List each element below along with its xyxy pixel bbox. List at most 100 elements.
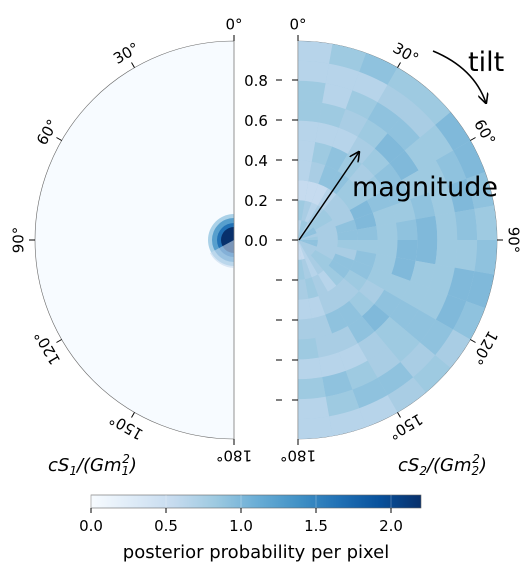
left-spin-disk xyxy=(34,40,235,440)
density-cell xyxy=(418,287,448,320)
density-cell xyxy=(298,416,333,439)
density-cell xyxy=(337,300,362,327)
radial-tick-label: 0.2 xyxy=(244,192,268,210)
density-cell xyxy=(298,180,309,201)
density-cell xyxy=(349,163,375,189)
density-cell xyxy=(298,160,312,182)
density-cell xyxy=(453,140,485,179)
annotations: tilt magnitude xyxy=(298,47,504,241)
density-cell xyxy=(374,163,402,191)
density-cell xyxy=(474,205,497,240)
density-cell xyxy=(410,192,436,220)
density-cell xyxy=(400,102,436,138)
density-cell xyxy=(453,301,485,340)
density-cell xyxy=(343,269,367,292)
density-cell xyxy=(298,240,318,247)
density-cell xyxy=(466,171,494,209)
density-cell xyxy=(357,331,388,361)
density-cell xyxy=(298,41,333,64)
right-angle-tick xyxy=(397,62,401,68)
density-cell xyxy=(298,230,317,240)
right-angle-label-90: 90° xyxy=(505,227,523,254)
density-cell xyxy=(311,183,328,206)
density-cell xyxy=(466,271,494,309)
density-cell xyxy=(315,122,339,147)
right-angle-label-0: 0° xyxy=(289,16,306,34)
density-cell xyxy=(377,361,414,396)
density-cell xyxy=(310,209,329,228)
density-cell xyxy=(357,119,388,149)
density-cell xyxy=(419,319,454,356)
density-cell xyxy=(343,188,367,211)
angle-ticks xyxy=(29,35,503,445)
density-cell xyxy=(298,377,326,400)
density-cell xyxy=(361,303,390,332)
density-cell xyxy=(372,253,396,275)
density-cell xyxy=(301,258,312,280)
density-cell xyxy=(395,219,418,240)
density-cell xyxy=(298,240,316,253)
density-cell xyxy=(315,246,336,260)
right-angle-label-30: 30° xyxy=(390,39,422,68)
left-angle-label-90: 90° xyxy=(10,227,28,254)
density-cell xyxy=(413,87,451,125)
density-cell xyxy=(391,257,416,281)
right-angle-label-180: 180° xyxy=(280,447,316,465)
density-cell xyxy=(447,178,475,213)
density-cell xyxy=(298,220,302,240)
density-cell xyxy=(387,67,426,103)
density-cell xyxy=(308,296,326,319)
density-cell xyxy=(298,240,305,260)
density-cell xyxy=(298,240,308,259)
radial-tick-label: 0.0 xyxy=(244,232,268,250)
density-cell xyxy=(361,148,390,177)
colorbar-tick-label: 0.5 xyxy=(154,517,178,535)
density-cell xyxy=(354,250,377,268)
density-cell xyxy=(318,352,346,378)
left-density-peak xyxy=(208,214,234,268)
density-cell xyxy=(389,299,419,330)
density-cell xyxy=(349,260,373,280)
magnitude-annotation: magnitude xyxy=(352,172,498,203)
density-cell xyxy=(435,150,467,186)
density-cell xyxy=(298,233,318,240)
density-cell xyxy=(298,60,330,84)
density-cell xyxy=(298,337,319,360)
magnitude-arrow xyxy=(298,152,359,241)
density-cell xyxy=(329,408,367,436)
density-cell xyxy=(377,84,414,119)
density-cell xyxy=(316,226,338,237)
density-cell xyxy=(419,124,454,161)
density-cell xyxy=(298,221,308,240)
density-cell xyxy=(335,246,357,261)
density-cell xyxy=(301,200,312,222)
density-cell xyxy=(454,240,478,272)
density-cell xyxy=(415,215,438,240)
density-cell xyxy=(395,240,418,261)
density-cell xyxy=(298,100,323,123)
density-cell xyxy=(298,240,302,260)
density-cell xyxy=(345,90,378,120)
density-cell xyxy=(325,308,348,334)
density-cell xyxy=(349,291,375,317)
density-cell xyxy=(332,127,358,154)
density-cell xyxy=(313,249,333,266)
density-cell xyxy=(318,291,338,315)
density-cell xyxy=(404,309,436,343)
density-cell xyxy=(311,314,333,338)
colorbar-gradient xyxy=(90,494,422,509)
density-cell xyxy=(322,370,353,397)
right-angle-tick xyxy=(397,412,401,418)
density-cell xyxy=(336,278,359,301)
density-cell xyxy=(298,240,311,258)
density-cell xyxy=(316,243,338,254)
density-cell xyxy=(349,200,373,220)
density-cell xyxy=(298,140,316,162)
density-cell xyxy=(311,142,333,166)
density-cell xyxy=(298,357,323,380)
density-cell xyxy=(435,240,458,268)
density-cell xyxy=(428,264,455,295)
density-cell xyxy=(376,222,398,240)
right-angle-label-60: 60° xyxy=(470,116,499,148)
